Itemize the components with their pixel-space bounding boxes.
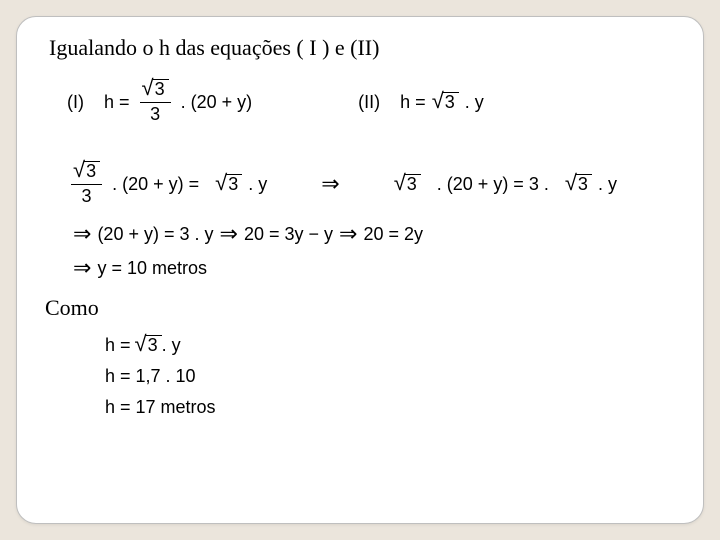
row2-left: √3 3 . (20 + y) = √3 . y — [67, 161, 267, 207]
row2-frac: √3 3 — [71, 161, 102, 207]
result-line-2: h = 1,7 . 10 — [105, 366, 675, 387]
eqII-tail: . y — [465, 92, 484, 113]
derivation-row-2: √3 3 . (20 + y) = √3 . y ⇒ √3 . (20 + y)… — [45, 161, 675, 207]
equation-II: (II) h = √3 . y — [358, 92, 484, 113]
eqII-lhs: h = — [400, 92, 426, 113]
implies-icon: ⇒ — [220, 221, 238, 247]
eqI-label: (I) — [67, 92, 84, 113]
equation-I: (I) h = √3 3 . (20 + y) — [67, 79, 252, 125]
eqII-label: (II) — [358, 92, 380, 113]
implies-icon: ⇒ — [339, 221, 357, 247]
implies-icon: ⇒ — [73, 255, 91, 281]
eqI-lhs: h = — [104, 92, 130, 113]
implies-icon: ⇒ — [321, 171, 339, 197]
result-line-1: h = √3 . y — [105, 335, 675, 356]
result-line-3: h = 17 metros — [105, 397, 675, 418]
sqrt-icon: √3 — [432, 92, 459, 113]
page-title: Igualando o h das equações ( I ) e (II) — [49, 35, 675, 61]
result-block: h = √3 . y h = 1,7 . 10 h = 17 metros — [105, 335, 675, 418]
eqI-tail: . (20 + y) — [181, 92, 253, 113]
row2-right: √3 . (20 + y) = 3 . √3 . y — [394, 174, 617, 195]
sqrt-icon: √3 — [142, 79, 169, 100]
como-label: Como — [45, 295, 675, 321]
derivation-row-3: ⇒ (20 + y) = 3 . y ⇒ 20 = 3y − y ⇒ 20 = … — [67, 221, 675, 247]
equation-pair-row: (I) h = √3 3 . (20 + y) (II) h = √3 . y — [45, 79, 675, 125]
derivation-row-4: ⇒ y = 10 metros — [67, 255, 675, 281]
implies-icon: ⇒ — [73, 221, 91, 247]
eqI-frac: √3 3 — [140, 79, 171, 125]
content-card: Igualando o h das equações ( I ) e (II) … — [16, 16, 704, 524]
